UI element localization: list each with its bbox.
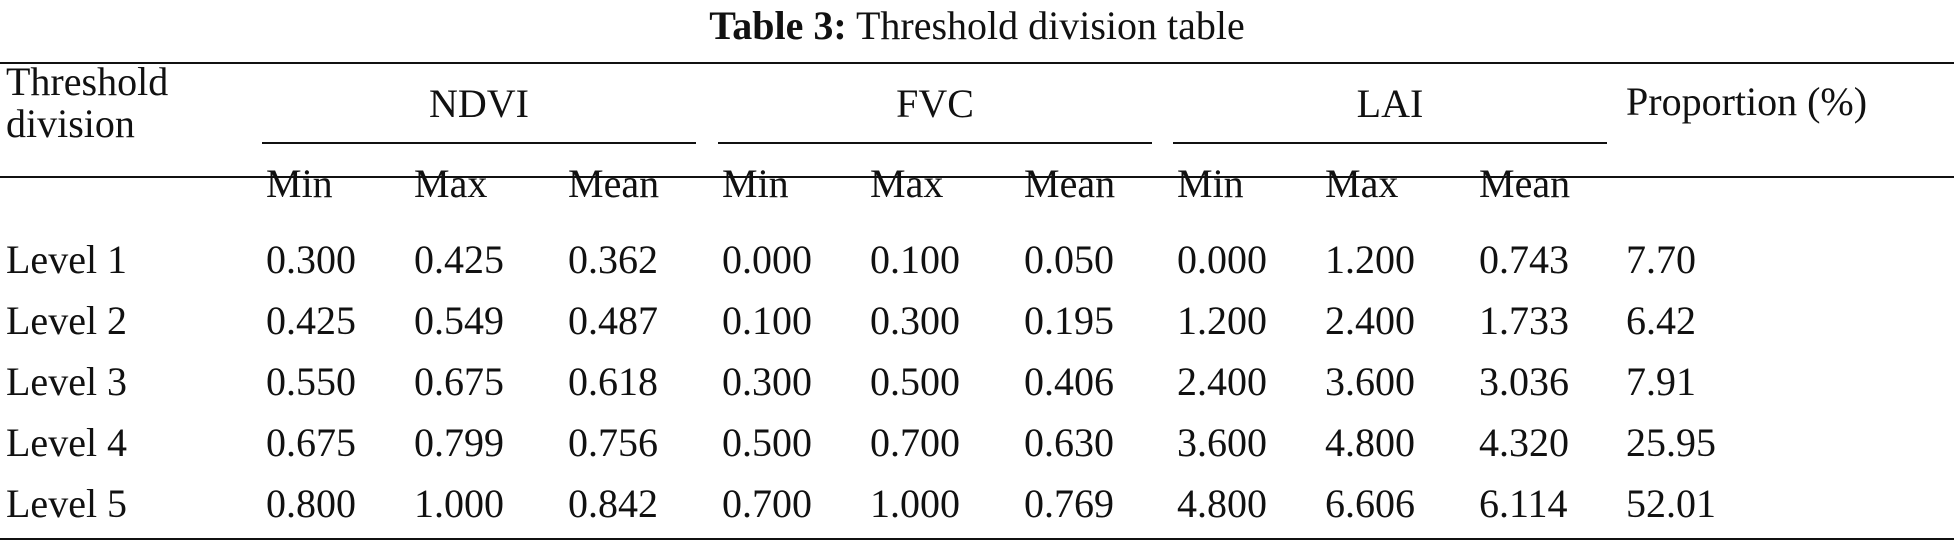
table-cell: 0.425 — [266, 298, 356, 343]
row-label: Level 1 — [6, 237, 128, 282]
table-cell: 0.800 — [266, 481, 356, 526]
table-cell: 0.743 — [1479, 237, 1569, 282]
row-label: Level 3 — [6, 359, 128, 404]
header-row-label-line2: division — [6, 101, 135, 146]
header-sub-fvc-min: Min — [722, 161, 789, 206]
row-label: Level 2 — [6, 298, 128, 343]
table-cell: 0.799 — [414, 420, 504, 465]
group-underline-lai — [1173, 142, 1607, 144]
table-cell: 0.300 — [722, 359, 812, 404]
header-row-label-line1: Threshold — [6, 59, 169, 104]
header-proportion: Proportion (%) — [1626, 79, 1868, 124]
table-cell: 0.700 — [870, 420, 960, 465]
table-cell: 3.600 — [1325, 359, 1415, 404]
table-cell: 25.95 — [1626, 420, 1716, 465]
header-sub-ndvi-min: Min — [266, 161, 333, 206]
table-cell: 3.600 — [1177, 420, 1267, 465]
table-cell: 0.362 — [568, 237, 658, 282]
header-sub-lai-max: Max — [1325, 161, 1399, 206]
table-cell: 0.425 — [414, 237, 504, 282]
table-cell: 0.549 — [414, 298, 504, 343]
table-cell: 6.42 — [1626, 298, 1696, 343]
table-cell: 0.756 — [568, 420, 658, 465]
table-cell: 1.733 — [1479, 298, 1569, 343]
table-cell: 0.000 — [722, 237, 812, 282]
table-cell: 0.500 — [722, 420, 812, 465]
header-group-lai: LAI — [1356, 81, 1424, 126]
table-cell: 7.91 — [1626, 359, 1696, 404]
table-cell: 3.036 — [1479, 359, 1569, 404]
table-cell: 2.400 — [1177, 359, 1267, 404]
table-cell: 0.100 — [722, 298, 812, 343]
row-label: Level 5 — [6, 481, 128, 526]
table-cell: 0.300 — [266, 237, 356, 282]
table-cell: 0.769 — [1024, 481, 1114, 526]
table-cell: 0.630 — [1024, 420, 1114, 465]
table-cell: 0.300 — [870, 298, 960, 343]
table-cell: 1.000 — [870, 481, 960, 526]
table-cell: 4.320 — [1479, 420, 1569, 465]
table-cell: 6.606 — [1325, 481, 1415, 526]
table-cell: 52.01 — [1626, 481, 1716, 526]
header-rule — [0, 176, 1954, 178]
table-cell: 1.200 — [1177, 298, 1267, 343]
top-rule — [0, 62, 1954, 64]
table-cell: 0.000 — [1177, 237, 1267, 282]
header-sub-ndvi-max: Max — [414, 161, 488, 206]
header-group-fvc: FVC — [896, 81, 974, 126]
caption-label: Table 3: — [709, 3, 847, 48]
header-sub-lai-min: Min — [1177, 161, 1244, 206]
header-group-ndvi: NDVI — [429, 81, 529, 126]
group-underline-fvc — [718, 142, 1152, 144]
table-cell: 1.000 — [414, 481, 504, 526]
table-cell: 0.675 — [414, 359, 504, 404]
table-cell: 0.100 — [870, 237, 960, 282]
table-cell: 0.050 — [1024, 237, 1114, 282]
bottom-rule — [0, 538, 1954, 540]
table-cell: 4.800 — [1177, 481, 1267, 526]
table-cell: 0.550 — [266, 359, 356, 404]
table-cell: 4.800 — [1325, 420, 1415, 465]
row-label: Level 4 — [6, 420, 128, 465]
header-sub-ndvi-mean: Mean — [568, 161, 660, 206]
table-cell: 6.114 — [1479, 481, 1568, 526]
header-sub-lai-mean: Mean — [1479, 161, 1571, 206]
table-cell: 0.500 — [870, 359, 960, 404]
caption-title: Threshold division table — [855, 3, 1245, 48]
table-cell: 0.700 — [722, 481, 812, 526]
table-caption: Table 3: Threshold division table — [0, 0, 1954, 60]
table-cell: 2.400 — [1325, 298, 1415, 343]
table-cell: 0.487 — [568, 298, 658, 343]
table-cell: 0.618 — [568, 359, 658, 404]
table-cell: 0.675 — [266, 420, 356, 465]
table-cell: 1.200 — [1325, 237, 1415, 282]
header-sub-fvc-max: Max — [870, 161, 944, 206]
table-cell: 7.70 — [1626, 237, 1696, 282]
table-cell: 0.195 — [1024, 298, 1114, 343]
header-sub-fvc-mean: Mean — [1024, 161, 1116, 206]
table-cell: 0.406 — [1024, 359, 1114, 404]
table-cell: 0.842 — [568, 481, 658, 526]
group-underline-ndvi — [262, 142, 696, 144]
